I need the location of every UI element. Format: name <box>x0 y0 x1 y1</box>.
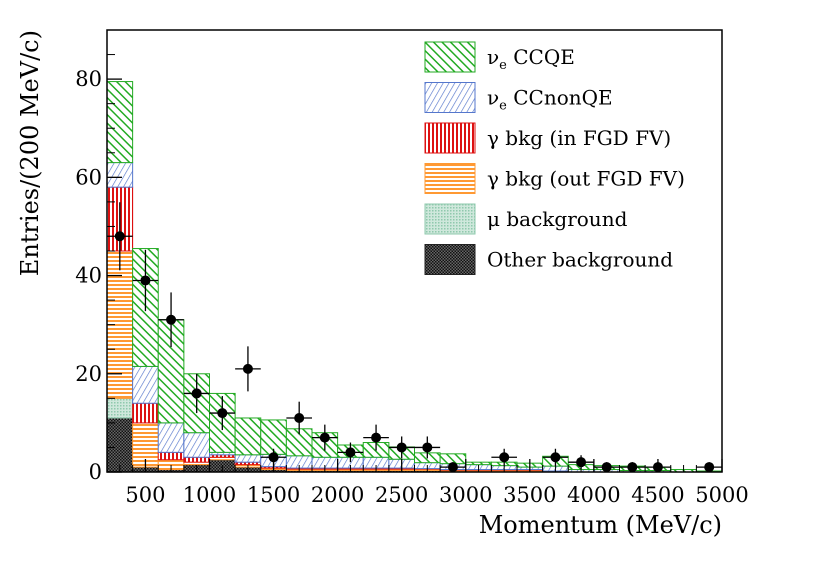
legend-label: νe CCnonQE <box>487 86 613 114</box>
data-point <box>550 452 561 463</box>
bar-nonqe-bin-0 <box>106 162 134 188</box>
legend-label: γ bkg (out FGD FV) <box>487 167 685 191</box>
data-point <box>371 432 382 443</box>
bar-ccqe-bin-14 <box>465 461 492 466</box>
x-tick-label: 5000 <box>695 483 748 507</box>
data-point <box>576 457 587 468</box>
legend-swatch <box>424 244 476 275</box>
y-tick-label: 40 <box>75 264 102 288</box>
x-tick-label: 4000 <box>567 483 620 507</box>
legend-label: νe CCQE <box>487 45 575 73</box>
bar-ccqe-bin-0 <box>106 81 134 164</box>
x-tick-label: 3000 <box>439 483 492 507</box>
legend-swatch <box>424 41 476 73</box>
data-point <box>114 231 125 242</box>
legend-swatch <box>424 122 476 154</box>
data-point <box>345 447 356 458</box>
x-tick-label: 3500 <box>503 483 556 507</box>
legend-label: γ bkg (in FGD FV) <box>487 126 671 150</box>
y-tick-label: 20 <box>75 362 102 386</box>
bar-other-bin-0 <box>106 417 134 473</box>
x-tick-label: 1500 <box>247 483 300 507</box>
bar-nonqe-bin-3 <box>183 432 210 458</box>
legend-label: Other background <box>487 248 673 272</box>
legend-swatch <box>424 163 476 194</box>
y-tick-label: 80 <box>75 67 102 91</box>
bar-gin-bin-1 <box>132 402 159 424</box>
x-tick-label: 1000 <box>183 483 236 507</box>
legend-label: μ background <box>487 207 628 231</box>
data-point <box>140 275 151 286</box>
legend-swatch <box>424 203 476 235</box>
data-point <box>396 442 407 453</box>
bar-ccqe-bin-5 <box>234 417 262 456</box>
data-point <box>242 363 253 374</box>
x-tick-label: 500 <box>125 483 165 507</box>
x-tick-label: 2500 <box>375 483 428 507</box>
bar-gin-bin-3 <box>183 456 210 463</box>
y-tick-label: 0 <box>89 460 102 484</box>
data-points <box>107 202 722 473</box>
y-axis-title: Entries/(200 MeV/c) <box>16 30 44 276</box>
bar-mu-bin-0 <box>106 397 134 419</box>
x-axis-title: Momentum (MeV/c) <box>479 511 722 539</box>
legend-swatch <box>424 82 476 113</box>
bar-nonqe-bin-5 <box>234 454 262 463</box>
x-tick-label: 4500 <box>631 483 684 507</box>
x-tick-label: 2000 <box>311 483 364 507</box>
bar-gin-bin-2 <box>157 451 185 461</box>
axes: 500 1000 1500 2000 2500 3000 3500 4000 4500 5000 0… <box>75 29 749 507</box>
y-tick-label: 60 <box>75 165 102 189</box>
data-point <box>499 452 510 463</box>
data-point <box>217 408 228 419</box>
data-point <box>166 314 177 325</box>
bar-gout-bin-1 <box>132 422 159 468</box>
data-point <box>268 452 279 463</box>
legend: νe CCQE νe CCnonQE γ bkg (in FGD FV) γ bkg … <box>424 41 685 275</box>
data-point <box>294 412 305 423</box>
data-point <box>319 432 330 443</box>
data-point <box>191 388 202 399</box>
data-point <box>422 442 433 453</box>
bar-nonqe-bin-1 <box>132 365 159 404</box>
bar-nonqe-bin-2 <box>157 422 185 453</box>
